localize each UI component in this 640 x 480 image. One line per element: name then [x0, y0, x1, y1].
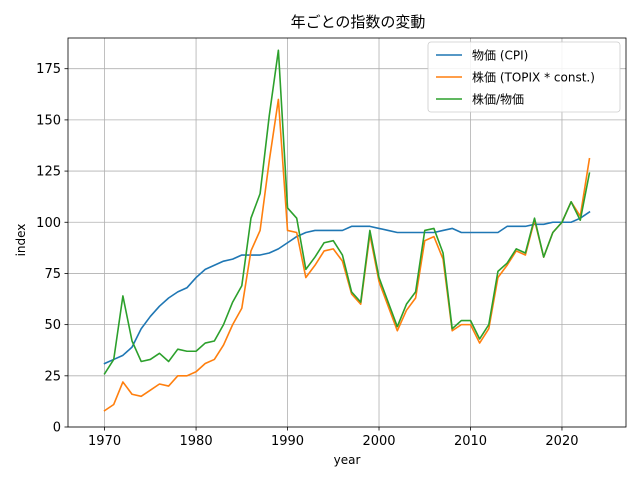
series-line-1: [103, 210, 591, 365]
y-tick-label: 175: [36, 62, 61, 77]
y-tick-label: 150: [36, 113, 61, 128]
legend-label: 株価/物価: [472, 92, 524, 107]
x-tick-label: 2010: [454, 434, 487, 449]
series-line-2: [103, 98, 591, 412]
y-tick-label: 50: [44, 318, 61, 333]
y-axis-label: index: [14, 224, 28, 257]
chart-title: 年ごとの指数の変動: [291, 13, 426, 31]
plot-frame: [67, 37, 627, 428]
series-lines: [103, 49, 591, 412]
legend-label: 株価 (TOPIX * const.): [472, 70, 595, 85]
x-tick-label: 2020: [545, 434, 578, 449]
x-tick-label: 2000: [362, 434, 395, 449]
legend-box: [427, 41, 621, 113]
y-tick-label: 25: [44, 369, 61, 384]
series-line-3: [103, 49, 591, 375]
axis-ticks: 1970 1980 1990 2000 2010 2020 0 25 50 75 100 125 150…: [36, 62, 578, 449]
x-axis-label: year: [334, 453, 361, 467]
y-tick-label: 100: [36, 216, 61, 231]
x-tick-label: 1970: [88, 434, 121, 449]
y-tick-label: 75: [44, 267, 61, 282]
x-tick-label: 1990: [271, 434, 304, 449]
x-tick-label: 1980: [180, 434, 213, 449]
legend-label: 物価 (CPI): [472, 49, 528, 63]
legend: 物価 (CPI) 株価 (TOPIX * const.) 株価/物価: [427, 41, 621, 113]
y-tick-label: 125: [36, 165, 61, 180]
y-tick-label: 0: [53, 421, 61, 436]
